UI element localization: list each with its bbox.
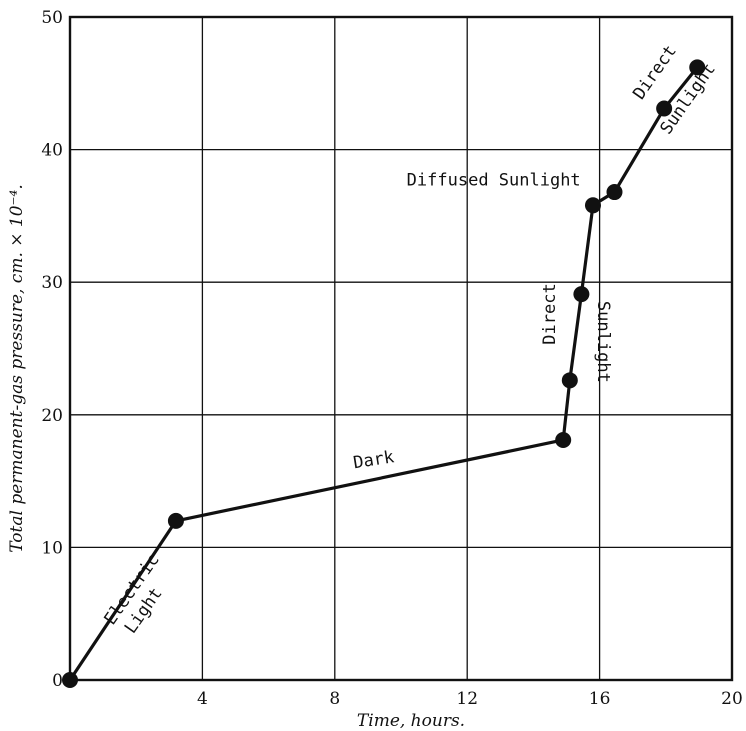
tick-labels: 4 8 12 16 20 0 10 20 30 40 50 bbox=[41, 8, 742, 709]
x-tick-label: 16 bbox=[589, 689, 611, 709]
y-tick-label: 0 bbox=[52, 671, 63, 691]
annotation-label: Direct bbox=[540, 283, 560, 344]
plot-frame bbox=[68, 15, 734, 682]
data-point bbox=[584, 197, 601, 214]
x-tick-label: 8 bbox=[329, 689, 340, 709]
data-point bbox=[606, 184, 623, 201]
x-tick-label: 12 bbox=[456, 689, 478, 709]
data-point bbox=[573, 286, 590, 303]
data-point bbox=[62, 672, 78, 688]
series-layer bbox=[62, 59, 706, 688]
annotation-label: Dark bbox=[352, 447, 396, 473]
y-tick-label: 10 bbox=[41, 538, 63, 558]
y-axis-label: Total permanent-gas pressure, cm. × 10⁻⁴… bbox=[7, 184, 27, 552]
plot-border bbox=[68, 15, 734, 682]
x-axis-label: Time, hours. bbox=[357, 711, 465, 731]
annotation-label: Diffused Sunlight bbox=[407, 170, 581, 190]
data-point bbox=[555, 431, 572, 448]
annotation-label: Sunlight bbox=[593, 301, 613, 383]
data-point bbox=[167, 512, 184, 529]
x-tick-label: 4 bbox=[197, 689, 208, 709]
y-tick-label: 50 bbox=[41, 8, 63, 28]
annotation-label: Direct bbox=[629, 42, 681, 104]
data-point bbox=[689, 59, 706, 76]
data-point bbox=[561, 372, 578, 389]
y-tick-label: 40 bbox=[41, 141, 63, 161]
y-tick-label: 20 bbox=[41, 406, 63, 426]
grid bbox=[70, 17, 732, 680]
data-point bbox=[656, 100, 673, 117]
x-tick-label: 20 bbox=[721, 689, 743, 709]
y-tick-label: 30 bbox=[41, 273, 63, 293]
